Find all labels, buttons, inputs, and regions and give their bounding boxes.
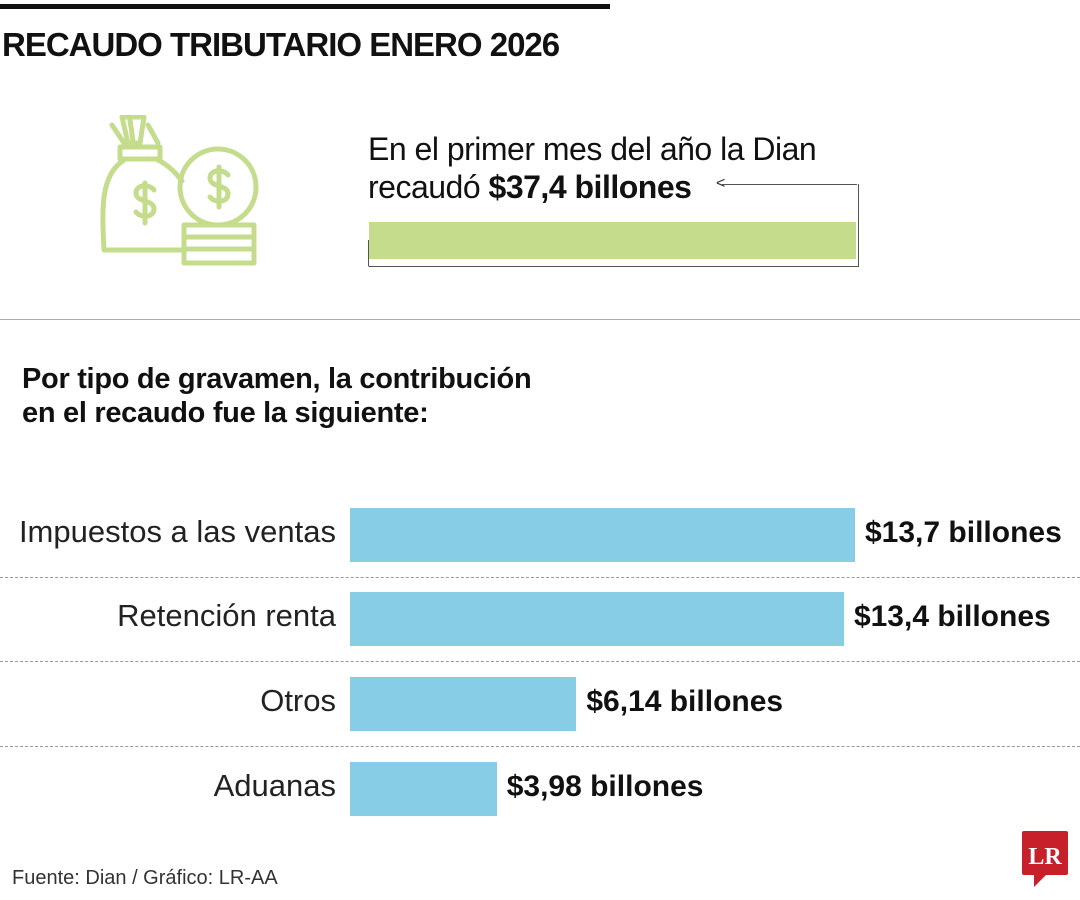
bar: [350, 508, 855, 562]
category-label: Aduanas: [213, 768, 336, 803]
bar-row: Aduanas $3,98 billones: [0, 762, 1080, 816]
top-rule: [0, 4, 610, 9]
category-label: Otros: [260, 683, 336, 718]
bar: [350, 677, 577, 731]
row-divider: [0, 661, 1080, 662]
money-bag-coins-icon: [100, 115, 259, 266]
bar: [350, 762, 497, 816]
arrow-line: [722, 184, 857, 185]
section-subtitle: Por tipo de gravamen, la contribución en…: [22, 362, 532, 430]
arrow-left-icon: <: [716, 175, 726, 192]
bar-row: Otros $6,14 billones: [0, 677, 1080, 731]
data-label: $6,14 billones: [586, 685, 784, 718]
intro-text: En el primer mes del año la Dian recaudó…: [368, 130, 817, 206]
category-label: Retención renta: [117, 598, 336, 633]
data-label: $3,98 billones: [506, 770, 704, 803]
data-label: $13,7 billones: [865, 516, 1062, 549]
intro-line-2: recaudó: [368, 169, 489, 205]
bar: [350, 592, 844, 646]
section-divider: [0, 319, 1080, 320]
total-value: $37,4 billones: [488, 169, 692, 205]
source-note: Fuente: Dian / Gráfico: LR-AA: [12, 867, 278, 889]
lr-logo: LR: [1022, 831, 1068, 887]
bar-row: Retención renta $13,4 billones: [0, 592, 1080, 646]
category-label: Impuestos a las ventas: [18, 514, 336, 549]
intro-line-1: En el primer mes del año la Dian: [368, 131, 817, 167]
bracket: [368, 184, 859, 267]
row-divider: [0, 746, 1080, 747]
bracket-left: [368, 240, 369, 266]
bar-row: Impuestos a las ventas $13,7 billones: [0, 508, 1080, 562]
svg-text:LR: LR: [1028, 844, 1062, 870]
subtitle-line-1: Por tipo de gravamen, la contribución: [22, 363, 532, 395]
page-title: RECAUDO TRIBUTARIO ENERO 2026: [2, 26, 560, 63]
row-divider: [0, 577, 1080, 578]
subtitle-line-2: en el recaudo fue la siguiente:: [22, 397, 429, 429]
total-bar: [369, 222, 856, 259]
data-label: $13,4 billones: [853, 600, 1051, 633]
